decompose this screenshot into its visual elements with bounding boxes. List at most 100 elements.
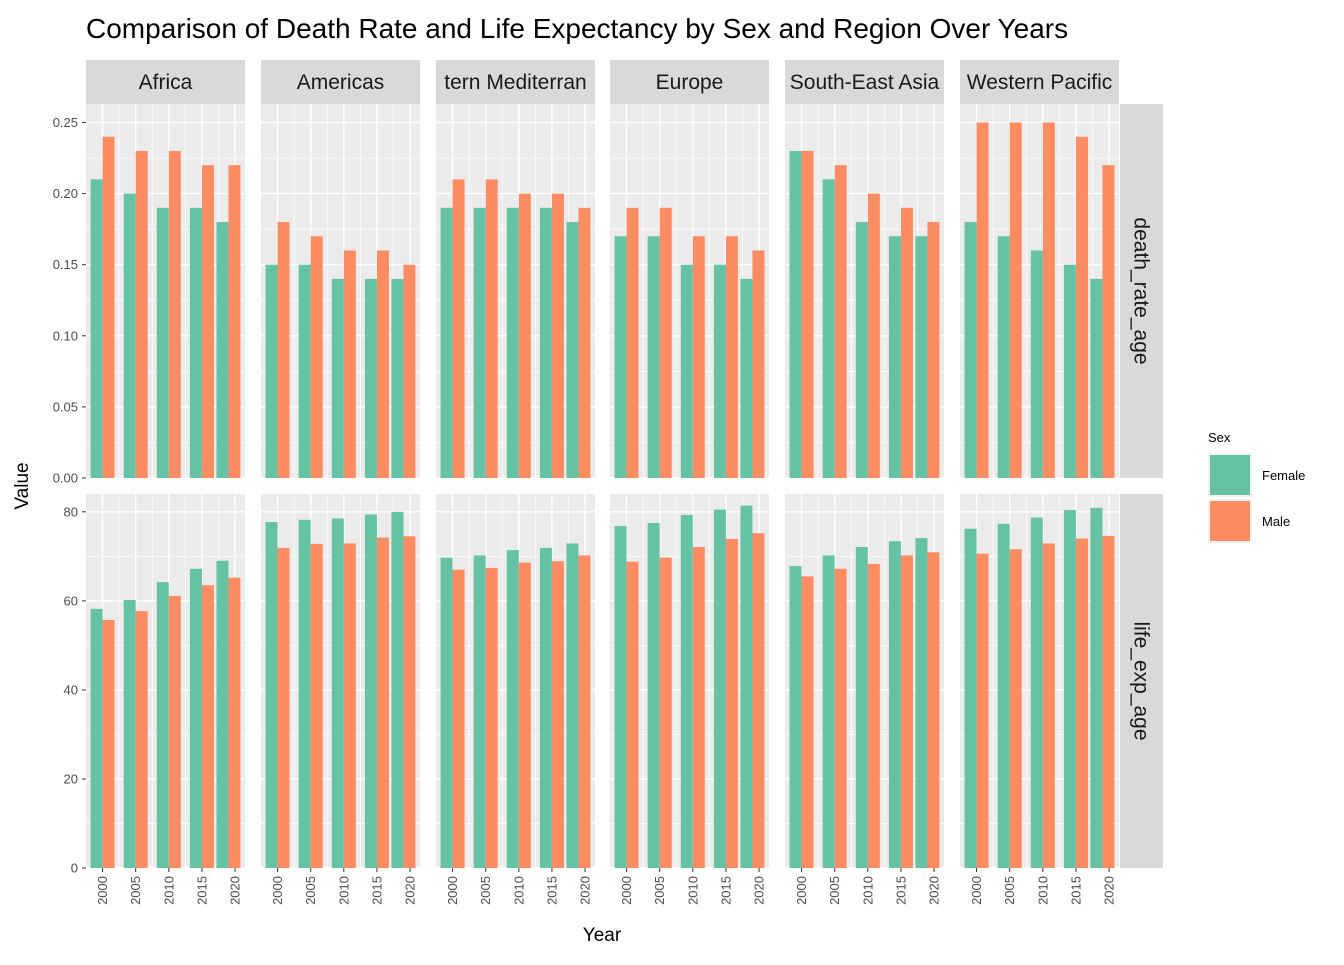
bar-death-rate-age-europe-male-2015 <box>725 236 738 478</box>
bar-death-rate-age-western-pacific-female-2000 <box>964 222 977 478</box>
y-tick-label-death-rate-age-0-00: 0.00 <box>53 471 78 486</box>
bar-life-exp-age-eastern-mediterranean-female-2000 <box>440 557 453 868</box>
bar-death-rate-age-eastern-mediterranean-female-2005 <box>473 207 486 479</box>
bar-life-exp-age-western-pacific-female-2000 <box>964 528 977 868</box>
x-tick-label-africa-2000: 2000 <box>95 876 110 905</box>
bar-death-rate-age-africa-male-2010 <box>168 150 181 479</box>
x-tick-label-africa-2010: 2010 <box>161 876 176 905</box>
bar-life-exp-age-eastern-mediterranean-male-2010 <box>518 562 531 868</box>
strip-label-western-pacific: Western Pacific <box>967 71 1113 94</box>
bar-life-exp-age-africa-male-2010 <box>168 595 181 868</box>
panel-death-rate-age-western-pacific <box>960 104 1119 479</box>
bar-death-rate-age-south-east-asia-male-2005 <box>834 165 847 478</box>
x-tick-label-europe-2020: 2020 <box>752 876 767 905</box>
x-tick-label-americas-2020: 2020 <box>403 876 418 905</box>
x-tick-label-western-pacific-2000: 2000 <box>969 876 984 905</box>
bar-death-rate-age-americas-male-2010 <box>343 250 356 478</box>
y-tick-label-death-rate-age-0-15: 0.15 <box>53 257 78 272</box>
legend-label-female: Female <box>1262 468 1305 483</box>
bar-life-exp-age-americas-male-2000 <box>277 547 290 868</box>
x-tick-label-africa-2015: 2015 <box>194 876 209 905</box>
bar-life-exp-age-eastern-mediterranean-female-2010 <box>506 550 519 868</box>
x-tick-label-western-pacific-2015: 2015 <box>1068 876 1083 905</box>
bar-life-exp-age-africa-female-2000 <box>90 608 103 868</box>
bar-death-rate-age-south-east-asia-female-2010 <box>855 222 868 478</box>
bar-life-exp-age-western-pacific-female-2010 <box>1030 517 1043 868</box>
bar-death-rate-age-americas-male-2019 <box>403 264 416 478</box>
facet-row-strips: death_rate_age life_exp_age <box>1120 104 1163 868</box>
panel-life-exp-age-south-east-asia <box>785 494 944 869</box>
bar-death-rate-age-africa-male-2019 <box>228 165 241 478</box>
bar-death-rate-age-eastern-mediterranean-male-2010 <box>518 193 531 478</box>
bar-death-rate-age-europe-male-2005 <box>659 207 672 479</box>
y-tick-label-life-exp-age-0: 0 <box>71 861 78 876</box>
strip-europe <box>610 60 769 104</box>
panel-death-rate-age-africa <box>86 104 245 479</box>
bar-death-rate-age-americas-male-2015 <box>376 250 389 478</box>
strip-life-exp-age <box>1120 494 1163 868</box>
bar-death-rate-age-americas-male-2005 <box>310 236 323 478</box>
bar-death-rate-age-europe-male-2010 <box>692 236 705 478</box>
y-tick-label-life-exp-age-80: 80 <box>64 504 78 519</box>
y-axes: 0.00 0.05 0.10 0.15 0.20 0.25 0 20 40 60 80 <box>53 115 86 876</box>
y-axis-title: Value <box>12 462 33 509</box>
bar-life-exp-age-western-pacific-female-2005 <box>997 523 1010 868</box>
bar-death-rate-age-eastern-mediterranean-male-2000 <box>452 179 465 478</box>
bar-death-rate-age-africa-female-2015 <box>189 207 202 479</box>
bar-life-exp-age-western-pacific-male-2000 <box>976 553 989 868</box>
x-tick-label-americas-2005: 2005 <box>303 876 318 905</box>
panel-life-exp-age-europe <box>610 494 769 869</box>
bar-death-rate-age-europe-female-2019 <box>740 278 753 478</box>
bar-death-rate-age-western-pacific-female-2015 <box>1063 264 1076 478</box>
strip-label-death-rate-age: death_rate_age <box>1130 217 1153 364</box>
bar-life-exp-age-western-pacific-male-2019 <box>1102 535 1115 868</box>
bar-life-exp-age-south-east-asia-male-2015 <box>900 555 913 868</box>
panel-death-rate-age-eastern-mediterranean <box>436 104 595 479</box>
bar-life-exp-age-americas-female-2015 <box>364 514 377 868</box>
bar-life-exp-age-eastern-mediterranean-male-2019 <box>578 555 591 868</box>
bar-life-exp-age-south-east-asia-female-2005 <box>822 555 835 868</box>
x-tick-label-africa-2005: 2005 <box>128 876 143 905</box>
y-tick-label-death-rate-age-0-20: 0.20 <box>53 186 78 201</box>
bar-life-exp-age-africa-female-2005 <box>123 599 136 868</box>
bar-life-exp-age-western-pacific-male-2015 <box>1075 538 1088 868</box>
x-tick-label-europe-2015: 2015 <box>718 876 733 905</box>
strip-eastern-mediterranean <box>436 60 595 104</box>
y-tick-label-life-exp-age-20: 20 <box>64 771 78 786</box>
bar-death-rate-age-americas-female-2019 <box>391 278 404 478</box>
bar-life-exp-age-south-east-asia-female-2015 <box>888 541 901 868</box>
strip-western-pacific <box>960 60 1119 104</box>
panel-life-exp-age-eastern-mediterranean <box>436 494 595 869</box>
bar-death-rate-age-africa-male-2005 <box>135 150 148 479</box>
strip-africa <box>86 60 245 104</box>
x-tick-label-western-pacific-2010: 2010 <box>1035 876 1050 905</box>
y-tick-label-death-rate-age-0-25: 0.25 <box>53 115 78 130</box>
strip-label-americas: Americas <box>297 71 385 94</box>
bar-death-rate-age-western-pacific-male-2005 <box>1009 122 1022 478</box>
bar-death-rate-age-africa-male-2000 <box>102 136 115 479</box>
bar-death-rate-age-eastern-mediterranean-female-2010 <box>506 207 519 479</box>
legend-title: Sex <box>1208 430 1231 445</box>
bar-death-rate-age-eastern-mediterranean-female-2000 <box>440 207 453 479</box>
x-axes: 2000 2005 2010 2015 2020 2000 2005 2010 2015 2020… <box>95 868 1117 905</box>
strip-label-life-exp-age: life_exp_age <box>1130 621 1153 740</box>
panel-death-rate-age-europe <box>610 104 769 479</box>
bar-life-exp-age-africa-male-2000 <box>102 620 115 868</box>
facet-column-strips: Africa Americas tern Mediterran Europe South… <box>86 60 1119 104</box>
panel-death-rate-age-south-east-asia <box>785 104 944 479</box>
y-tick-label-death-rate-age-0-10: 0.10 <box>53 328 78 343</box>
x-axis-title: Year <box>583 925 622 946</box>
bar-life-exp-age-africa-female-2019 <box>216 560 229 868</box>
y-tick-label-life-exp-age-60: 60 <box>64 593 78 608</box>
bar-life-exp-age-south-east-asia-female-2019 <box>915 538 928 868</box>
bar-death-rate-age-africa-female-2005 <box>123 193 136 478</box>
bar-death-rate-age-eastern-mediterranean-male-2015 <box>551 193 564 478</box>
bar-death-rate-age-western-pacific-female-2010 <box>1030 250 1043 478</box>
bar-life-exp-age-europe-female-2015 <box>713 509 726 868</box>
bar-life-exp-age-americas-female-2005 <box>298 519 311 868</box>
x-tick-label-western-pacific-2005: 2005 <box>1002 876 1017 905</box>
x-tick-label-europe-2000: 2000 <box>619 876 634 905</box>
x-tick-label-south-east-asia-2010: 2010 <box>860 876 875 905</box>
bar-death-rate-age-western-pacific-female-2005 <box>997 236 1010 478</box>
